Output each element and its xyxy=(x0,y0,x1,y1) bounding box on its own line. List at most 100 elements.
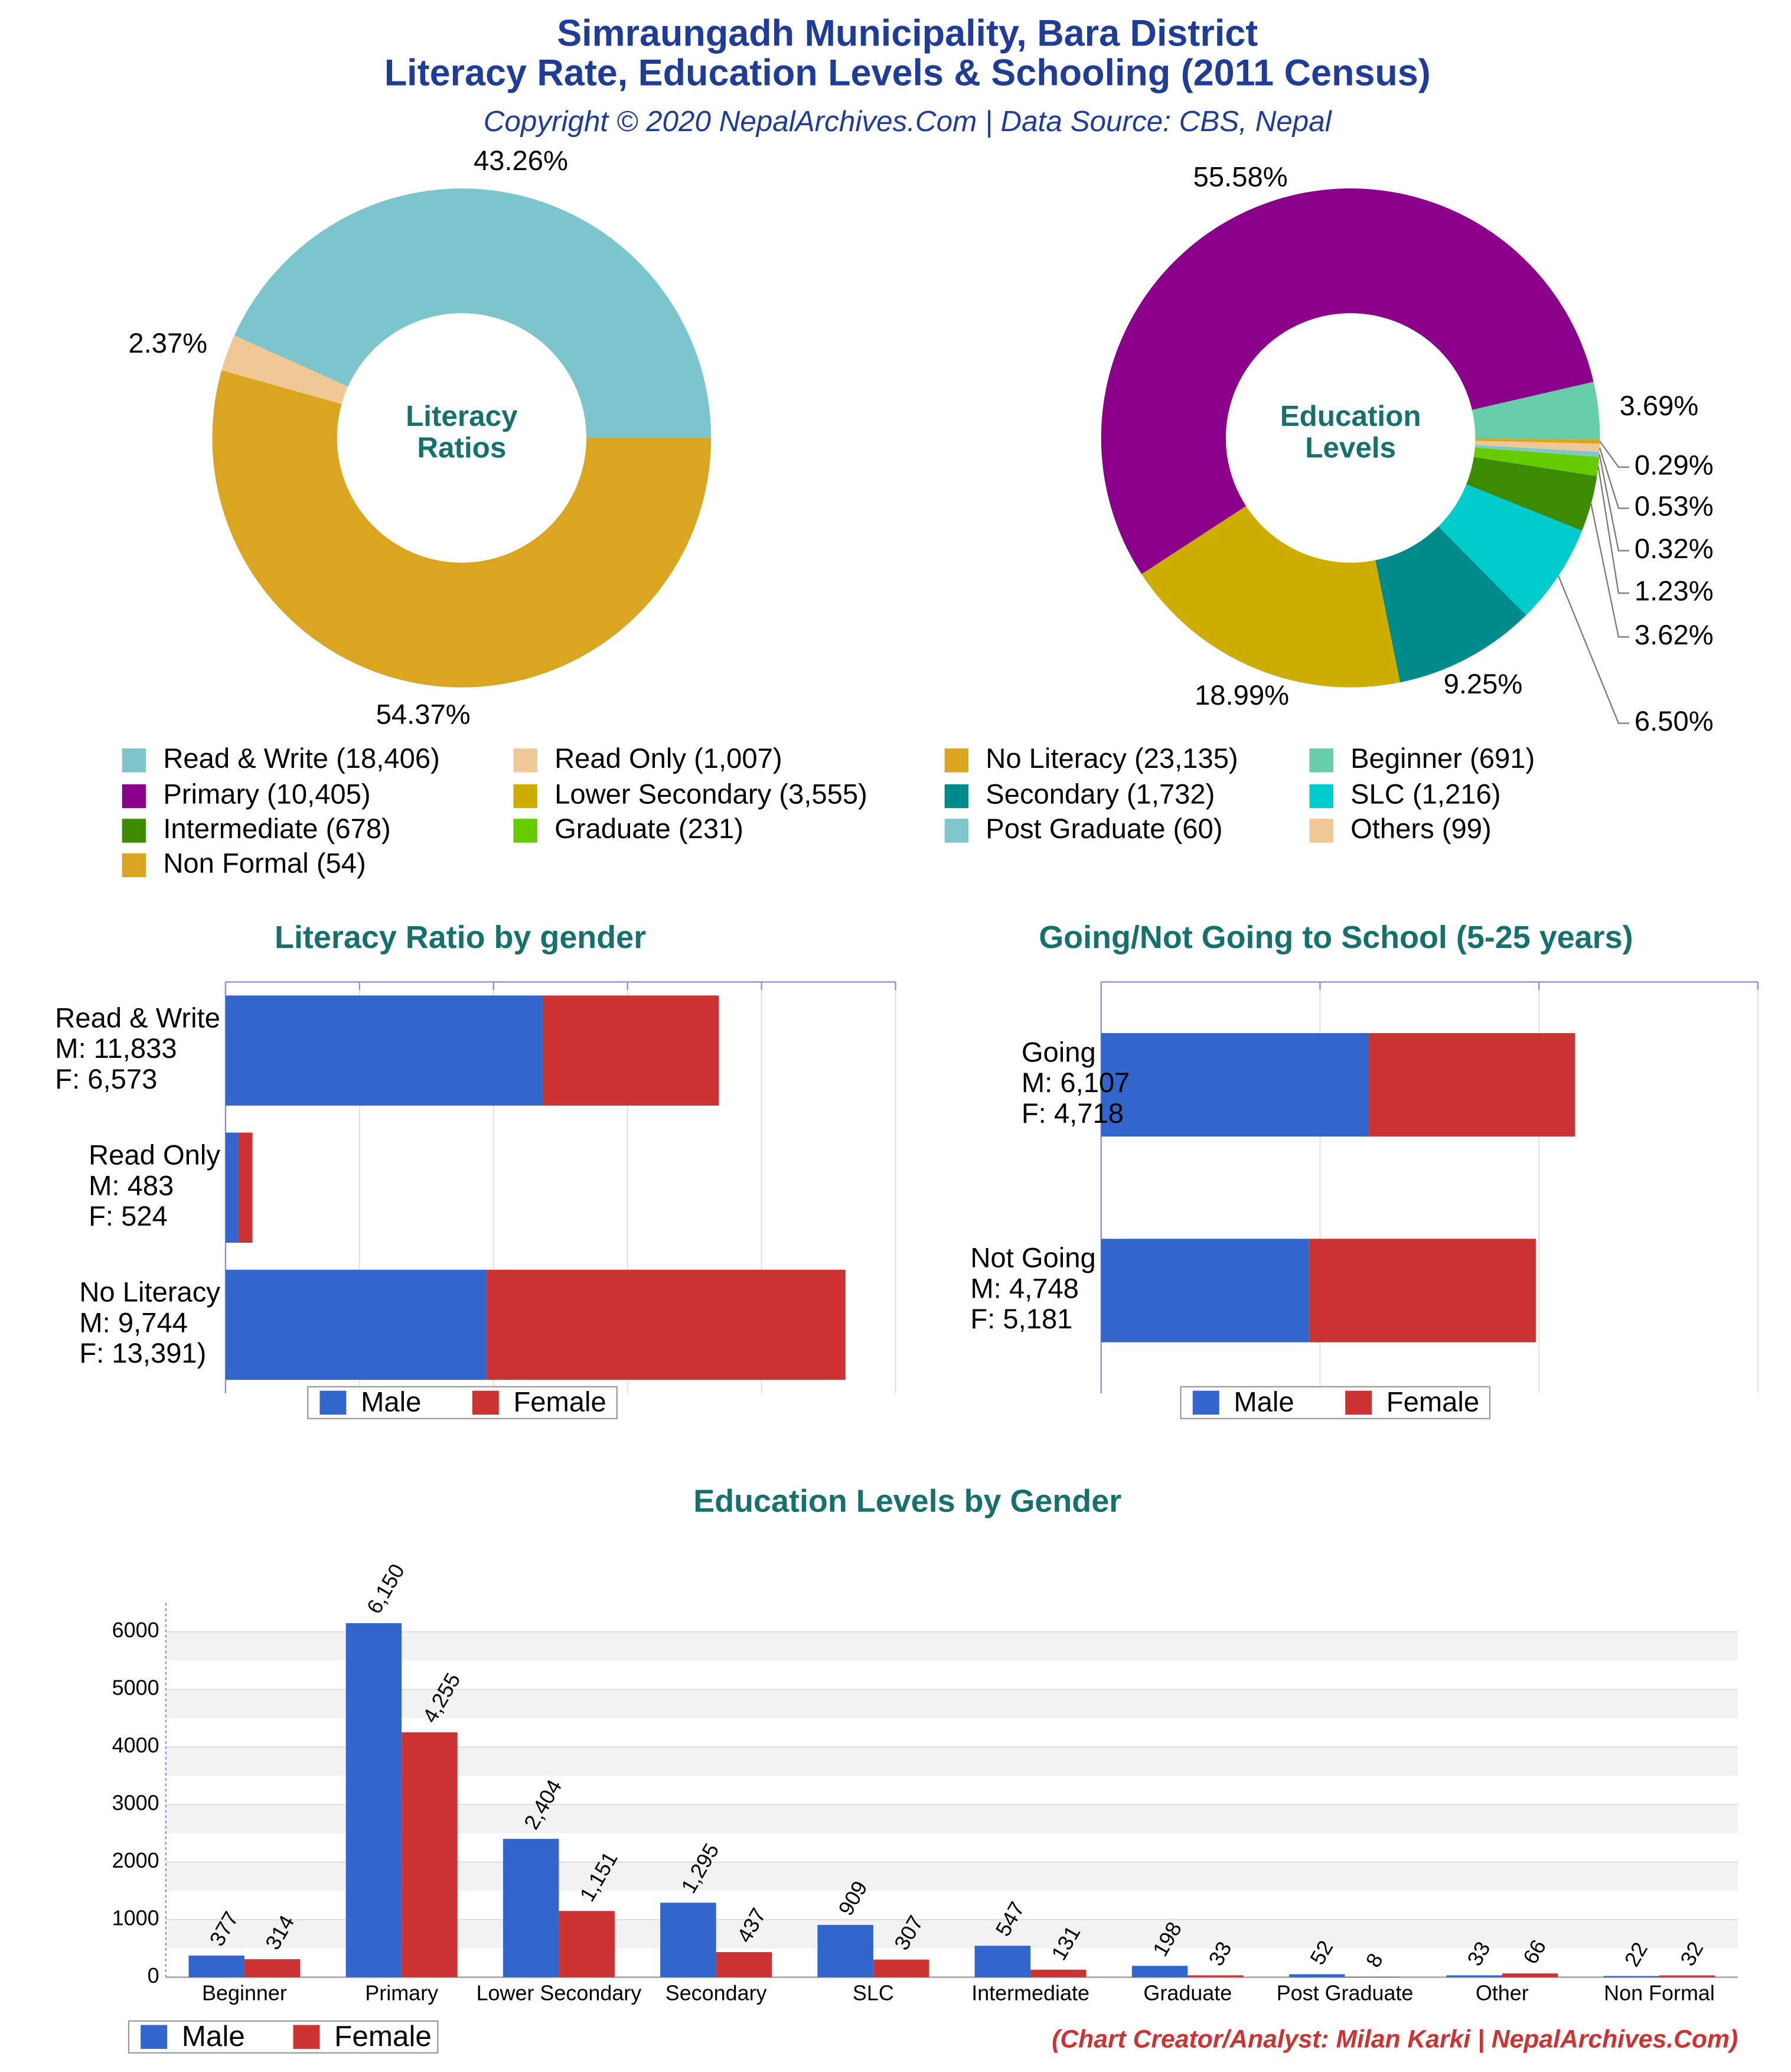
value-label: M: 4,748 xyxy=(970,1272,1079,1304)
category-label: Read Only xyxy=(89,1139,220,1171)
chart-title: Education Levels by Gender xyxy=(693,1484,1121,1519)
slice-label: 55.58% xyxy=(1193,161,1288,193)
bar xyxy=(660,1902,716,1977)
bar xyxy=(716,1952,772,1977)
slice-label: 2.37% xyxy=(128,327,207,359)
donut-slice xyxy=(1438,484,1583,615)
legend-box xyxy=(1180,1386,1491,1419)
bar xyxy=(1603,1976,1660,1977)
legend-swatch xyxy=(122,853,146,878)
leader-line xyxy=(1590,503,1629,638)
copyright: Copyright © 2020 NepalArchives.Com | Dat… xyxy=(484,105,1333,138)
x-tick-label: Intermediate xyxy=(971,1980,1089,2005)
legend-label: Read & Write (18,406) xyxy=(163,742,439,774)
legend-label: Primary (10,405) xyxy=(163,778,370,809)
value-label: M: 6,107 xyxy=(1022,1067,1130,1098)
grid-band xyxy=(165,1689,1738,1718)
donut-center-label: Ratios xyxy=(417,432,506,464)
donut-slice xyxy=(1474,445,1600,457)
value-label: M: 9,744 xyxy=(79,1307,188,1338)
legend-swatch xyxy=(513,784,537,809)
legend-swatch xyxy=(122,784,146,809)
grid-band xyxy=(165,1631,1738,1661)
bar-segment xyxy=(225,1269,487,1380)
legend-label: Post Graduate (60) xyxy=(986,813,1222,844)
value-label: F: 5,181 xyxy=(970,1303,1072,1334)
chart-title: Literacy Ratio by gender xyxy=(275,920,646,955)
slice-label: 1.23% xyxy=(1635,575,1714,607)
legend-label: Graduate (231) xyxy=(554,813,743,844)
legend-swatch xyxy=(944,784,969,809)
value-label: M: 483 xyxy=(89,1169,174,1201)
value-label: F: 6,573 xyxy=(55,1063,157,1094)
legend-label: SLC (1,216) xyxy=(1350,778,1500,809)
bar xyxy=(1446,1975,1502,1977)
chart-title: Going/Not Going to School (5-25 years) xyxy=(1039,920,1633,955)
legend-label: No Literacy (23,135) xyxy=(986,742,1238,774)
category-label: Read & Write xyxy=(55,1002,220,1033)
legend-swatch xyxy=(293,2025,320,2049)
main-subtitle: Literacy Rate, Education Levels & School… xyxy=(384,53,1431,94)
bar-segment xyxy=(1368,1033,1575,1137)
credit: (Chart Creator/Analyst: Milan Karki | Ne… xyxy=(1052,2025,1738,2054)
slice-label: 3.69% xyxy=(1620,390,1699,421)
legend-swatch xyxy=(944,748,969,773)
legend-swatch xyxy=(141,2025,168,2049)
x-tick-label: Lower Secondary xyxy=(477,1980,642,2005)
leader-line xyxy=(1598,454,1629,552)
legend-label: Female xyxy=(1387,1386,1479,1417)
legend-swatch xyxy=(1345,1390,1372,1415)
bar-segment xyxy=(1101,1033,1369,1137)
donut-slice xyxy=(1472,382,1600,439)
bar xyxy=(244,1959,301,1977)
slice-label: 0.32% xyxy=(1635,533,1714,564)
value-label: F: 4,718 xyxy=(1022,1097,1124,1129)
category-label: Not Going xyxy=(970,1242,1095,1273)
bar xyxy=(873,1959,929,1977)
legend-label: Secondary (1,732) xyxy=(986,778,1215,809)
slice-label: 6.50% xyxy=(1635,705,1714,737)
bar xyxy=(817,1924,873,1977)
main-title: Simraungadh Municipality, Bara District xyxy=(557,12,1258,54)
bar xyxy=(402,1732,458,1977)
bar xyxy=(1502,1973,1558,1977)
category-label: No Literacy xyxy=(79,1276,220,1308)
bar-segment xyxy=(225,1132,239,1243)
slice-label: 18.99% xyxy=(1195,679,1289,711)
bar-segment xyxy=(1101,1239,1309,1343)
legend-swatch xyxy=(1309,748,1333,773)
legend-label: Read Only (1,007) xyxy=(554,742,782,774)
slice-label: 43.26% xyxy=(474,145,568,176)
slice-label: 9.25% xyxy=(1444,668,1523,699)
leader-line xyxy=(1558,575,1629,724)
leader-line xyxy=(1599,447,1629,509)
legend-box xyxy=(128,2020,439,2054)
donut-slice xyxy=(1101,188,1594,575)
leader-line xyxy=(1597,466,1629,594)
value-label: M: 11,833 xyxy=(55,1032,177,1064)
legend-label: Intermediate (678) xyxy=(163,813,390,844)
bar xyxy=(1659,1975,1715,1977)
bar xyxy=(1188,1975,1244,1977)
legend-swatch xyxy=(1309,784,1333,809)
value-label: 6,150 xyxy=(362,1560,409,1618)
bar xyxy=(503,1839,559,1977)
donut-center-label: Literacy xyxy=(406,400,518,432)
legend-label: Male xyxy=(1234,1386,1294,1417)
slice-label: 0.53% xyxy=(1635,490,1714,522)
bar xyxy=(1030,1969,1087,1977)
y-tick-label: 2000 xyxy=(112,1848,159,1872)
legend-label: Female xyxy=(513,1386,606,1417)
legend-swatch xyxy=(944,819,969,843)
category-label: Going xyxy=(1022,1036,1096,1067)
legend-swatch xyxy=(513,748,537,773)
bar-segment xyxy=(542,995,719,1106)
slice-label: 54.37% xyxy=(376,699,471,730)
bar-segment xyxy=(225,995,543,1106)
legend-swatch xyxy=(1192,1390,1219,1415)
bar xyxy=(345,1623,402,1977)
x-tick-label: Other xyxy=(1476,1980,1529,2005)
legend-label: Male xyxy=(182,2020,245,2053)
